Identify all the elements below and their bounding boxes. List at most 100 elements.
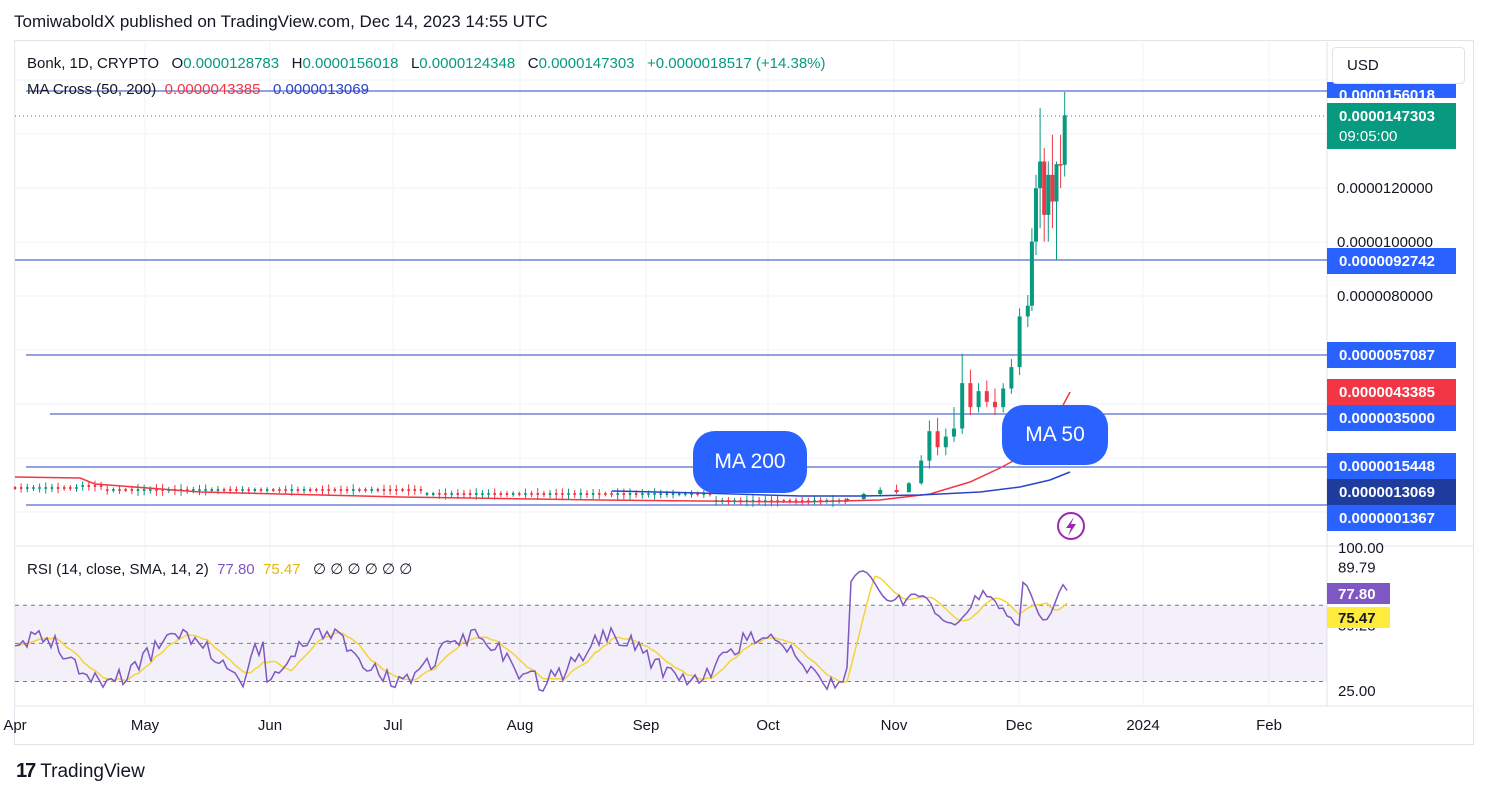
candle-body bbox=[567, 493, 570, 495]
candle-body bbox=[1038, 161, 1043, 189]
footer-brand[interactable]: 17 TradingView bbox=[16, 760, 145, 783]
candle-body bbox=[382, 489, 386, 491]
currency-selector-button[interactable]: USD bbox=[1332, 47, 1465, 84]
svg-text:0.0000015448: 0.0000015448 bbox=[1339, 458, 1435, 475]
last-price-tag: 0.0000147303 09:05:00 bbox=[1327, 103, 1456, 149]
candle-body bbox=[462, 493, 466, 495]
candle-body bbox=[222, 489, 226, 491]
svg-text:0.0000013069: 0.0000013069 bbox=[1339, 484, 1435, 501]
candle-body bbox=[425, 493, 429, 495]
candle-body bbox=[438, 493, 441, 495]
price-axis-tick: 0.0000120000 bbox=[1337, 180, 1433, 197]
candle-body bbox=[50, 487, 54, 489]
candle-body bbox=[278, 489, 281, 491]
high-value: 0.0000156018 bbox=[302, 55, 399, 72]
candle-body bbox=[315, 489, 318, 491]
candle-body bbox=[1029, 241, 1034, 306]
rsi-axis-tick: 25.00 bbox=[1338, 683, 1376, 700]
time-axis-tick: May bbox=[131, 717, 160, 734]
candle-body bbox=[622, 493, 626, 495]
candle-body bbox=[1046, 174, 1051, 215]
candle-body bbox=[93, 485, 97, 487]
candle-body bbox=[505, 493, 509, 495]
time-axis-tick: Dec bbox=[1006, 717, 1033, 734]
candle-body bbox=[1009, 367, 1014, 389]
candle-body bbox=[216, 489, 220, 491]
candle-body bbox=[984, 391, 989, 402]
ma50-line bbox=[14, 391, 1071, 503]
candle-body bbox=[75, 487, 78, 489]
svg-text:77.80: 77.80 bbox=[1338, 586, 1376, 603]
candle-body bbox=[1042, 161, 1047, 215]
candle-body bbox=[690, 493, 693, 495]
candle-body bbox=[309, 489, 312, 491]
rsi-sma-line bbox=[14, 575, 1068, 684]
candle-body bbox=[284, 489, 287, 491]
candle-body bbox=[475, 493, 478, 495]
candle-body bbox=[142, 489, 146, 491]
ma200-price-tag: 0.0000013069 bbox=[1327, 479, 1456, 505]
candle-body bbox=[456, 493, 459, 495]
candle-body bbox=[1058, 164, 1063, 166]
ma50-value: 0.0000043385 bbox=[164, 81, 261, 98]
candle-body bbox=[161, 489, 164, 491]
candle-body bbox=[32, 487, 35, 489]
open-value: 0.0000128783 bbox=[183, 55, 280, 72]
candle-body bbox=[401, 489, 404, 491]
rsi-sma-tag: 75.47 bbox=[1327, 607, 1390, 628]
ma200-callout: MA 200 bbox=[693, 431, 807, 493]
ma200-line bbox=[611, 471, 1071, 497]
candle-body bbox=[247, 489, 250, 491]
candle-body bbox=[81, 485, 84, 487]
candle-body bbox=[407, 489, 410, 491]
candle-body bbox=[124, 489, 127, 491]
change-value: +0.0000018517 (+14.38%) bbox=[647, 55, 826, 72]
candle-body bbox=[155, 489, 158, 491]
candle-body bbox=[192, 489, 195, 491]
candle-body bbox=[555, 493, 558, 495]
rsi-axis-tick: 100.00 bbox=[1338, 540, 1384, 557]
candle-body bbox=[272, 489, 275, 491]
candle-body bbox=[149, 489, 152, 491]
candle-body bbox=[906, 483, 911, 493]
candle-body bbox=[69, 487, 72, 489]
svg-text:0.0000147303: 0.0000147303 bbox=[1339, 108, 1435, 125]
candle-body bbox=[1054, 164, 1059, 202]
candle-body bbox=[99, 485, 103, 487]
high-label: H bbox=[291, 55, 303, 72]
candle-body bbox=[684, 493, 687, 495]
ma-indicator-label[interactable]: MA Cross (50, 200) bbox=[27, 81, 157, 98]
candle-body bbox=[290, 489, 293, 491]
candle-body bbox=[788, 500, 792, 502]
candle-body bbox=[450, 493, 453, 495]
candle-body bbox=[296, 489, 300, 491]
candle-body bbox=[628, 493, 632, 495]
candle-body bbox=[444, 493, 447, 495]
level-tag: 0.0000092742 bbox=[1327, 248, 1456, 274]
candle-body bbox=[26, 487, 29, 489]
candle-body bbox=[927, 431, 932, 461]
candle-body bbox=[265, 489, 269, 491]
time-axis-tick: Oct bbox=[756, 717, 780, 734]
low-value: 0.0000124348 bbox=[419, 55, 516, 72]
svg-text:0.0000043385: 0.0000043385 bbox=[1339, 384, 1435, 401]
low-label: L bbox=[410, 55, 420, 72]
candle-body bbox=[413, 489, 416, 491]
rsi-legend: RSI (14, close, SMA, 14, 2) 77.80 75.47 … bbox=[27, 560, 412, 578]
top-price-tag: 0.0000156018 bbox=[1327, 82, 1456, 104]
rsi-indicator-label[interactable]: RSI (14, close, SMA, 14, 2) bbox=[27, 561, 209, 578]
ma200-value: 0.0000013069 bbox=[273, 81, 369, 98]
candle-body bbox=[106, 489, 109, 491]
svg-text:0.0000092742: 0.0000092742 bbox=[1339, 253, 1435, 270]
candle-body bbox=[38, 487, 41, 489]
svg-text:75.47: 75.47 bbox=[1338, 610, 1376, 627]
rsi-line bbox=[14, 570, 1068, 692]
time-axis-tick: 2024 bbox=[1126, 717, 1159, 734]
candle-body bbox=[634, 493, 638, 495]
candle-body bbox=[302, 489, 306, 491]
rsi-value: 77.80 bbox=[217, 561, 255, 578]
candle-body bbox=[229, 489, 232, 491]
symbol-label[interactable]: Bonk, 1D, CRYPTO bbox=[27, 55, 159, 72]
candle-body bbox=[253, 489, 257, 491]
